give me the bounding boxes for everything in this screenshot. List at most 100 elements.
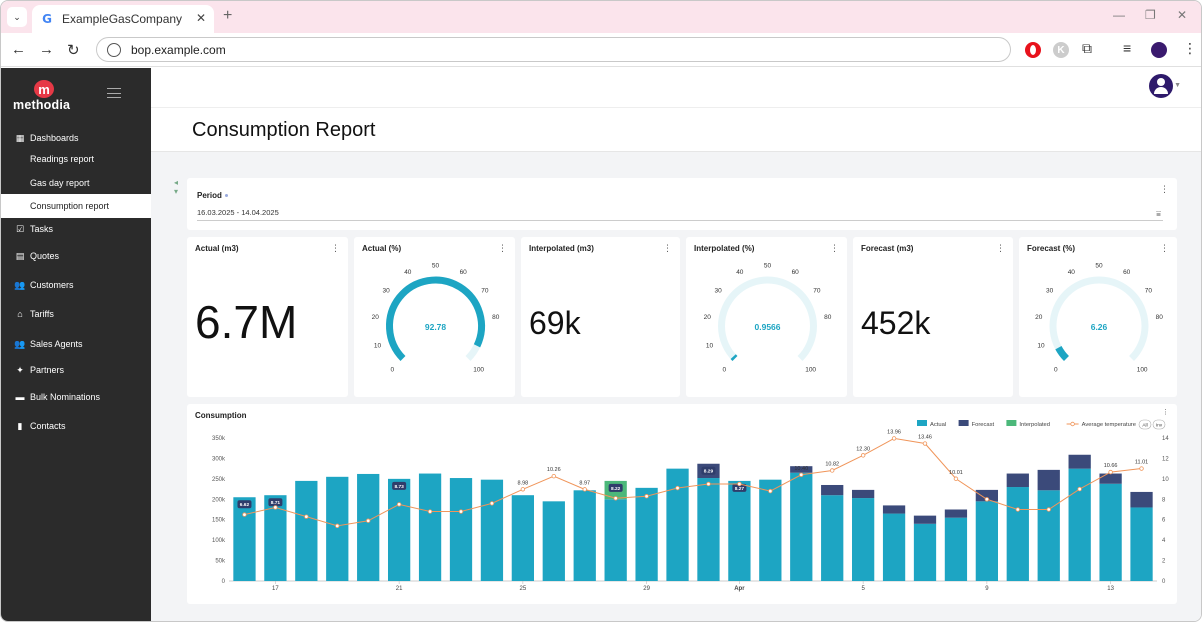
opera-extension-icon[interactable]: [1025, 42, 1041, 58]
back-icon[interactable]: ←: [11, 41, 26, 58]
card-menu-icon[interactable]: ⋮: [331, 243, 340, 253]
browser-profile-icon[interactable]: [1151, 42, 1167, 58]
bar-actual[interactable]: [1006, 487, 1029, 581]
bar-forecast[interactable]: [944, 509, 968, 518]
bar-actual[interactable]: [264, 495, 287, 581]
chart-toggle-inv[interactable]: Inv: [1152, 419, 1166, 430]
temperature-point[interactable]: [953, 476, 959, 481]
bar-actual[interactable]: [1099, 483, 1122, 581]
sidebar-item-gas-day-report[interactable]: Gas day report: [1, 171, 151, 195]
close-window-icon[interactable]: ✕: [1177, 8, 1188, 22]
bar-actual[interactable]: [326, 476, 349, 581]
bar-forecast[interactable]: [1130, 491, 1153, 508]
bar-forecast[interactable]: [1099, 473, 1122, 484]
bar-actual[interactable]: [357, 473, 380, 581]
card-menu-icon[interactable]: ⋮: [996, 243, 1005, 253]
filter-icon[interactable]: ⩸: [1156, 209, 1161, 218]
bar-actual[interactable]: [821, 495, 844, 581]
temperature-point[interactable]: [860, 453, 866, 458]
new-tab-icon[interactable]: +: [223, 7, 233, 24]
temperature-point[interactable]: [613, 496, 618, 501]
period-card-menu-icon[interactable]: ⋮: [1160, 184, 1169, 194]
temperature-point[interactable]: [799, 472, 804, 477]
bar-actual[interactable]: [759, 479, 782, 581]
temperature-point[interactable]: [242, 512, 247, 517]
bar-actual[interactable]: [944, 517, 968, 581]
bar-actual[interactable]: [851, 498, 875, 581]
bar-actual[interactable]: [542, 501, 565, 581]
sidebar-item-bulk-nominations[interactable]: ▬ Bulk Nominations: [1, 385, 151, 409]
temperature-point[interactable]: [675, 485, 680, 491]
temperature-point[interactable]: [1108, 469, 1113, 475]
sidebar-item-sales-agents[interactable]: 👥 Sales Agents: [1, 332, 151, 356]
period-value[interactable]: 16.03.2025 - 14.04.2025: [197, 208, 279, 217]
user-avatar-icon[interactable]: [1149, 74, 1173, 98]
bar-actual[interactable]: [728, 480, 751, 581]
sidebar-item-consumption-report[interactable]: Consumption report: [1, 194, 151, 218]
temperature-point[interactable]: [706, 481, 711, 487]
bar-forecast[interactable]: [913, 515, 937, 524]
temperature-point[interactable]: [427, 509, 433, 514]
bar-actual[interactable]: [913, 523, 937, 581]
temperature-point[interactable]: [737, 481, 742, 487]
temperature-point[interactable]: [768, 488, 773, 494]
temperature-point[interactable]: [644, 494, 649, 499]
temperature-point[interactable]: [1139, 466, 1144, 471]
bar-forecast[interactable]: [1068, 454, 1091, 469]
temperature-point[interactable]: [1077, 486, 1082, 492]
temperature-point[interactable]: [396, 502, 402, 507]
bar-actual[interactable]: [387, 478, 411, 581]
temperature-point[interactable]: [458, 509, 464, 514]
browser-menu-icon[interactable]: ⋮: [1183, 40, 1197, 56]
bar-actual[interactable]: [1068, 468, 1091, 581]
temperature-point[interactable]: [922, 441, 928, 446]
chart-toggle-all[interactable]: All: [1138, 419, 1152, 430]
card-menu-icon[interactable]: ⋮: [830, 243, 839, 253]
tab-search-icon[interactable]: ⌄: [7, 7, 27, 27]
minimize-icon[interactable]: —: [1113, 8, 1125, 22]
k-extension-icon[interactable]: K: [1053, 42, 1069, 58]
chart-menu-icon[interactable]: ⋮: [1162, 409, 1169, 416]
legend-item-actual[interactable]: Actual: [917, 420, 946, 428]
sidebar-item-partners[interactable]: ✦ Partners: [1, 358, 151, 382]
temperature-point[interactable]: [1015, 507, 1020, 512]
bar-actual[interactable]: [449, 478, 473, 581]
site-info-icon[interactable]: [107, 42, 121, 57]
temperature-point[interactable]: [582, 487, 587, 492]
bar-forecast[interactable]: [975, 489, 999, 502]
card-menu-icon[interactable]: ⋮: [498, 243, 507, 253]
address-bar[interactable]: bop.example.com: [96, 37, 1011, 62]
menu-toggle-icon[interactable]: [107, 88, 121, 98]
bar-actual[interactable]: [233, 497, 256, 581]
legend-item-forecast[interactable]: Forecast: [958, 420, 995, 428]
bar-forecast[interactable]: [790, 466, 813, 473]
temperature-point[interactable]: [273, 505, 278, 510]
browser-tab[interactable]: G ExampleGasCompany ✕: [32, 5, 214, 33]
bar-forecast[interactable]: [1037, 469, 1060, 491]
sidebar-item-readings-report[interactable]: Readings report: [1, 147, 151, 171]
bar-actual[interactable]: [511, 495, 535, 581]
temperature-point[interactable]: [335, 523, 340, 529]
card-menu-icon[interactable]: ⋮: [1160, 243, 1169, 253]
sidebar-item-dashboards[interactable]: ▦ Dashboards: [1, 126, 151, 150]
bar-actual[interactable]: [604, 499, 627, 581]
bar-actual[interactable]: [635, 487, 658, 581]
bar-actual[interactable]: [1037, 490, 1060, 581]
bar-actual[interactable]: [573, 490, 596, 581]
reading-list-icon[interactable]: ≡: [1123, 40, 1132, 56]
methodia-logo[interactable]: m methodia: [13, 80, 73, 120]
temperature-point[interactable]: [304, 514, 309, 519]
temperature-point[interactable]: [891, 436, 897, 441]
sidebar-item-tasks[interactable]: ☑ Tasks: [1, 217, 151, 241]
filter-panel-toggle-icon[interactable]: ◂ ▾: [174, 178, 179, 196]
legend-item-interpolated[interactable]: Interpolated: [1006, 420, 1050, 428]
temperature-point[interactable]: [830, 468, 835, 473]
sidebar-item-contacts[interactable]: ▮ Contacts: [1, 414, 151, 438]
forward-icon[interactable]: →: [39, 41, 54, 58]
temperature-point[interactable]: [489, 501, 495, 506]
bar-actual[interactable]: [418, 473, 442, 581]
bar-actual[interactable]: [790, 472, 813, 581]
temperature-point[interactable]: [365, 518, 371, 523]
temperature-point[interactable]: [551, 474, 556, 479]
temperature-point[interactable]: [1046, 507, 1051, 512]
